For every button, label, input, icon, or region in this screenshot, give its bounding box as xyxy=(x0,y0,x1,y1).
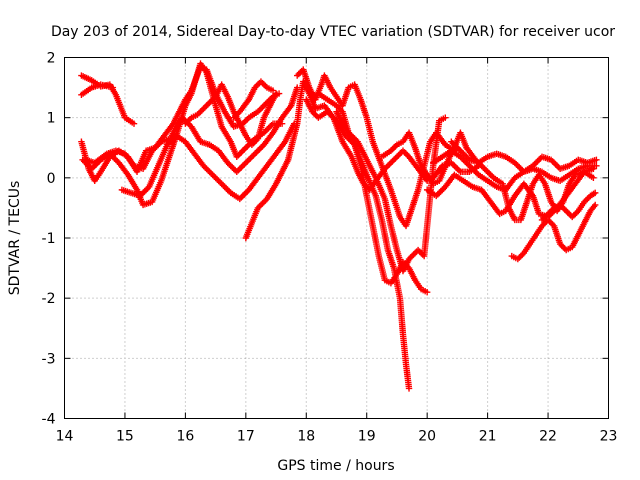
x-tick-label: 21 xyxy=(479,429,497,445)
series-track-16 xyxy=(448,138,600,176)
x-tick-label: 14 xyxy=(56,429,74,445)
series-markers xyxy=(242,78,482,242)
series-track-6 xyxy=(118,120,298,203)
series-markers xyxy=(508,201,599,263)
series-markers xyxy=(538,189,599,224)
y-tick-label: 1 xyxy=(47,111,56,127)
series-markers xyxy=(430,147,600,194)
x-tick-label: 15 xyxy=(116,429,134,445)
x-tick-label: 23 xyxy=(600,429,618,445)
series-markers xyxy=(230,78,277,121)
series-track-10 xyxy=(294,66,458,230)
x-tick-label: 20 xyxy=(418,429,436,445)
y-tick-label: -2 xyxy=(42,291,56,307)
series-track-9 xyxy=(242,78,482,242)
x-tick-label: 17 xyxy=(237,429,255,445)
chart-title: Day 203 of 2014, Sidereal Day-to-day VTE… xyxy=(51,24,615,40)
series-track-15 xyxy=(430,147,600,194)
x-tick-label: 22 xyxy=(539,429,557,445)
series-markers xyxy=(294,66,458,230)
series-track-12 xyxy=(315,90,431,296)
series-markers xyxy=(182,81,280,148)
y-axis-label: SDTVAR / TECUs xyxy=(7,181,23,296)
y-tick-label: 2 xyxy=(47,51,56,67)
x-tick-label: 19 xyxy=(358,429,376,445)
x-axis-label: GPS time / hours xyxy=(277,458,394,474)
axes: 14 15 16 17 18 19 20 21 22 23 -4 -3 -2 -1 0 1 2 xyxy=(42,51,618,445)
series-track-1 xyxy=(78,72,138,127)
series-track-18 xyxy=(508,201,599,263)
y-tick-label: -3 xyxy=(42,351,56,367)
plot-frame xyxy=(64,57,609,419)
series-markers xyxy=(78,72,138,127)
series-markers xyxy=(78,81,117,99)
x-tick-label: 16 xyxy=(176,429,194,445)
y-tick-label: -1 xyxy=(42,231,56,247)
data-layer xyxy=(78,60,600,392)
series-track-19 xyxy=(538,189,599,224)
y-tick-label: -4 xyxy=(42,412,56,428)
series-markers xyxy=(448,138,600,176)
x-tick-label: 18 xyxy=(297,429,315,445)
series-track-8 xyxy=(230,78,277,121)
series-markers xyxy=(118,120,298,203)
series-track-7 xyxy=(182,81,280,148)
series-track-2 xyxy=(78,81,117,99)
series-markers xyxy=(315,90,431,296)
y-tick-label: 0 xyxy=(47,171,56,187)
